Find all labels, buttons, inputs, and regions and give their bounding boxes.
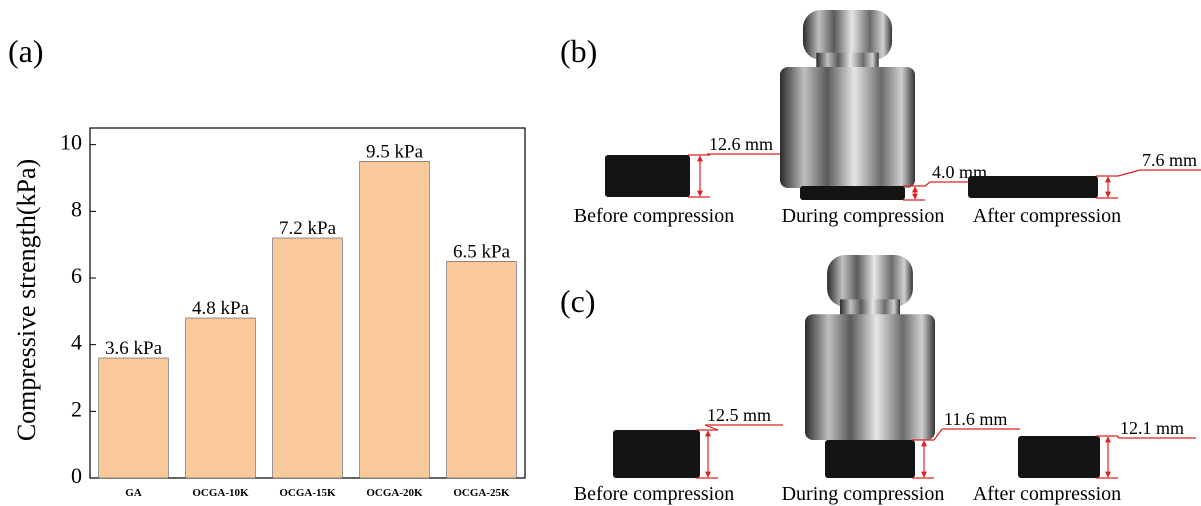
x-tick-label: GA — [125, 487, 142, 499]
thickness-label: 7.6 mm — [1142, 150, 1197, 170]
y-tick-label: 6 — [71, 263, 82, 288]
stage-caption: During compression — [782, 483, 945, 505]
stage-caption: After compression — [973, 205, 1121, 227]
measure-leader — [705, 425, 718, 430]
y-tick-label: 0 — [71, 463, 82, 488]
x-tick-label: OCGA-20K — [366, 487, 423, 499]
measure-leader — [934, 429, 942, 440]
thickness-label: 11.6 mm — [944, 409, 1007, 429]
bar — [186, 318, 256, 478]
thickness-label: 12.6 mm — [709, 134, 773, 154]
sample — [968, 176, 1098, 198]
weight-knob — [803, 10, 892, 60]
bar — [360, 161, 430, 478]
sample — [613, 430, 700, 478]
weight-knob — [827, 255, 913, 307]
value-label: 7.2 kPa — [279, 218, 337, 239]
measure-leader — [1118, 170, 1140, 176]
y-tick-label: 8 — [71, 196, 82, 221]
stage-caption: Before compression — [574, 483, 735, 505]
sample — [1018, 436, 1100, 478]
y-tick-label: 4 — [71, 330, 82, 355]
bar — [99, 358, 169, 478]
thickness-label: 12.5 mm — [707, 405, 771, 425]
weight-body — [780, 67, 915, 188]
stage-caption: After compression — [973, 483, 1121, 505]
value-label: 6.5 kPa — [453, 241, 511, 262]
value-label: 9.5 kPa — [366, 141, 424, 162]
panel-label: (c) — [560, 283, 596, 319]
x-tick-label: OCGA-10K — [192, 487, 249, 499]
sample — [605, 155, 690, 197]
x-tick-label: OCGA-15K — [279, 487, 336, 499]
y-axis-label: Compressive strength(kPa) — [12, 159, 41, 441]
measure-leader — [925, 182, 930, 186]
y-tick-label: 2 — [71, 396, 82, 421]
figure: (a) Compressive strength(kPa) 0 2 4 6 8 10 GA 3… — [0, 0, 1201, 506]
value-label: 4.8 kPa — [192, 298, 250, 319]
panel-label: (b) — [560, 33, 597, 69]
bar — [273, 238, 343, 478]
bar — [447, 261, 517, 478]
weight-body — [805, 314, 935, 440]
thickness-label: 12.1 mm — [1120, 418, 1184, 438]
x-tick-label: OCGA-25K — [453, 487, 510, 499]
value-label: 3.6 kPa — [105, 338, 163, 359]
panel-label: (a) — [8, 33, 44, 69]
stage-caption: Before compression — [574, 205, 735, 227]
stage-caption: During compression — [782, 205, 945, 227]
y-tick-label: 10 — [60, 130, 82, 155]
sample — [825, 440, 915, 478]
sample — [800, 186, 905, 200]
